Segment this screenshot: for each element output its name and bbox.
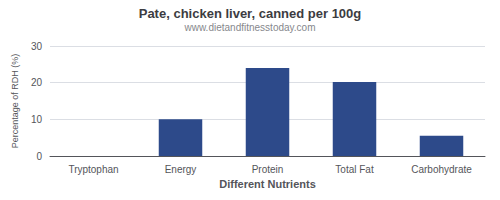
svg-text:Different Nutrients: Different Nutrients bbox=[219, 178, 316, 190]
svg-text:20: 20 bbox=[31, 77, 43, 88]
svg-text:Protein: Protein bbox=[252, 164, 284, 175]
svg-text:Tryptophan: Tryptophan bbox=[68, 164, 118, 175]
svg-text:0: 0 bbox=[36, 151, 42, 162]
svg-text:30: 30 bbox=[31, 41, 43, 52]
svg-text:www.dietandfitnesstoday.com: www.dietandfitnesstoday.com bbox=[184, 22, 316, 33]
svg-text:Total Fat: Total Fat bbox=[335, 164, 374, 175]
svg-text:Energy: Energy bbox=[165, 164, 197, 175]
svg-text:10: 10 bbox=[31, 114, 43, 125]
svg-text:Pate, chicken liver, canned pe: Pate, chicken liver, canned per 100g bbox=[139, 6, 362, 21]
svg-text:Carbohydrate: Carbohydrate bbox=[411, 164, 472, 175]
svg-text:Percentage of RDH (%): Percentage of RDH (%) bbox=[10, 54, 20, 149]
